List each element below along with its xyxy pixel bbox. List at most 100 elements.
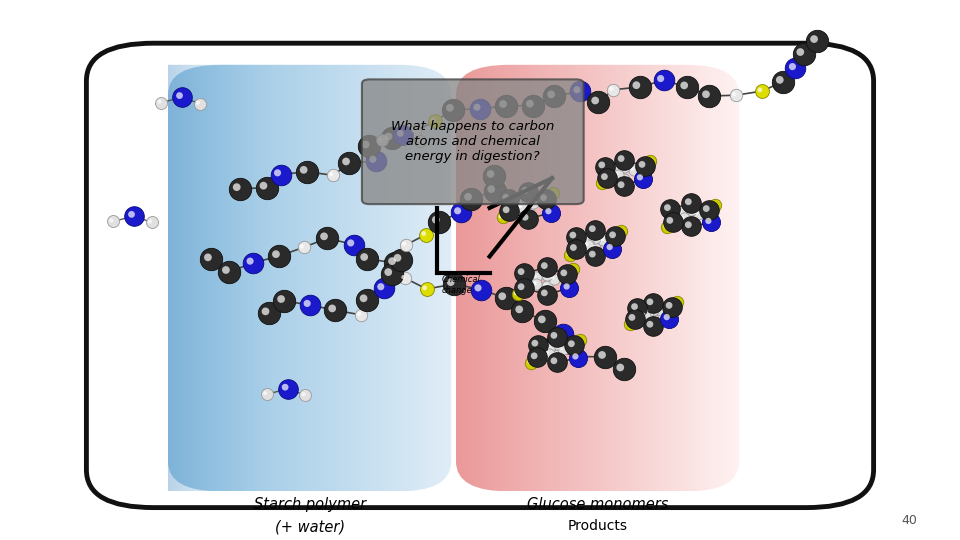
Point xyxy=(567,352,583,361)
Point xyxy=(546,331,562,340)
Point xyxy=(707,201,722,210)
Point xyxy=(627,315,642,323)
Point xyxy=(556,329,571,338)
Point xyxy=(381,132,396,141)
Point xyxy=(144,218,159,227)
Point xyxy=(517,186,533,195)
Point xyxy=(152,97,167,106)
Point xyxy=(684,206,699,215)
Point xyxy=(556,268,571,277)
Point xyxy=(520,188,536,197)
Point xyxy=(684,199,699,208)
Point xyxy=(702,92,717,100)
Point xyxy=(450,206,466,215)
Point xyxy=(431,217,446,226)
Point xyxy=(508,289,523,298)
Point xyxy=(510,290,525,299)
Point xyxy=(484,185,499,193)
Point xyxy=(616,163,632,172)
Point xyxy=(294,242,309,251)
Point xyxy=(351,309,367,318)
Point xyxy=(609,170,624,178)
Point xyxy=(585,224,600,233)
Point xyxy=(613,227,629,235)
Point xyxy=(612,363,628,372)
Text: 40: 40 xyxy=(900,514,917,526)
Point xyxy=(640,307,656,316)
Point xyxy=(645,306,660,314)
Point xyxy=(588,234,603,242)
Point xyxy=(554,344,569,353)
Point xyxy=(518,205,534,214)
Point xyxy=(586,233,601,241)
Point xyxy=(636,310,651,319)
Point xyxy=(522,99,538,108)
Point xyxy=(547,92,563,100)
Point xyxy=(596,236,612,245)
Point xyxy=(445,105,461,114)
Point xyxy=(514,282,529,291)
Text: Starch polymer: Starch polymer xyxy=(253,497,366,512)
Point xyxy=(300,167,315,176)
Point xyxy=(520,206,536,215)
Point xyxy=(585,250,600,259)
Point xyxy=(518,195,534,204)
Point xyxy=(413,137,428,146)
Point xyxy=(662,205,678,213)
Point xyxy=(588,96,603,105)
Point xyxy=(545,273,561,282)
Point xyxy=(516,269,532,278)
Point xyxy=(572,87,588,96)
Point xyxy=(486,172,501,180)
Point xyxy=(320,234,335,242)
Point xyxy=(590,98,606,107)
Point xyxy=(498,102,514,110)
Point xyxy=(625,164,640,173)
Point xyxy=(684,215,699,224)
Point xyxy=(660,223,675,232)
Point xyxy=(530,341,545,349)
Point xyxy=(417,284,432,292)
Point xyxy=(529,280,544,288)
Point xyxy=(540,348,555,357)
Point xyxy=(342,159,357,167)
Point xyxy=(408,127,423,136)
Point xyxy=(525,101,540,110)
Point xyxy=(232,185,248,193)
Point xyxy=(809,37,825,45)
Point xyxy=(192,99,207,108)
Point xyxy=(444,278,459,286)
Point xyxy=(540,263,555,272)
Point xyxy=(643,305,659,314)
Point xyxy=(690,210,706,218)
Point xyxy=(598,353,613,361)
Point xyxy=(606,85,621,94)
Point xyxy=(127,212,142,220)
Point xyxy=(549,350,564,359)
Point xyxy=(359,296,374,305)
Point xyxy=(586,242,601,251)
Point xyxy=(539,195,554,204)
Point xyxy=(361,142,376,151)
Point xyxy=(529,353,544,362)
Point xyxy=(645,299,660,308)
Point xyxy=(682,205,697,214)
Point xyxy=(546,356,562,365)
Point xyxy=(229,183,245,192)
Point xyxy=(597,162,612,171)
Point xyxy=(572,336,588,345)
FancyBboxPatch shape xyxy=(86,43,874,508)
Point xyxy=(317,232,332,241)
Point xyxy=(544,344,560,353)
Point xyxy=(527,339,542,348)
Point xyxy=(604,84,619,93)
Point xyxy=(588,252,603,260)
Point xyxy=(645,321,660,330)
Point xyxy=(255,181,271,190)
Point xyxy=(540,342,556,351)
Point xyxy=(537,288,552,297)
Point xyxy=(522,357,538,366)
Point xyxy=(172,91,187,100)
Point xyxy=(729,91,744,99)
Point xyxy=(594,160,610,169)
